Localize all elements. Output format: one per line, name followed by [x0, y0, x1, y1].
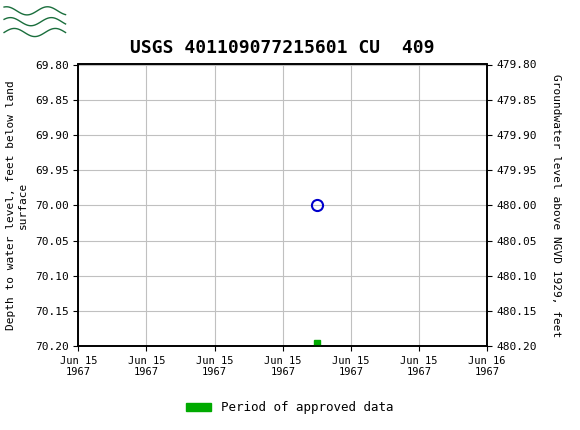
Legend: Period of approved data: Period of approved data	[181, 396, 399, 419]
Text: USGS: USGS	[78, 12, 142, 33]
FancyBboxPatch shape	[3, 3, 67, 42]
Title: USGS 401109077215601 CU  409: USGS 401109077215601 CU 409	[130, 40, 435, 57]
Y-axis label: Depth to water level, feet below land
surface: Depth to water level, feet below land su…	[6, 80, 28, 330]
Y-axis label: Groundwater level above NGVD 1929, feet: Groundwater level above NGVD 1929, feet	[552, 74, 561, 337]
